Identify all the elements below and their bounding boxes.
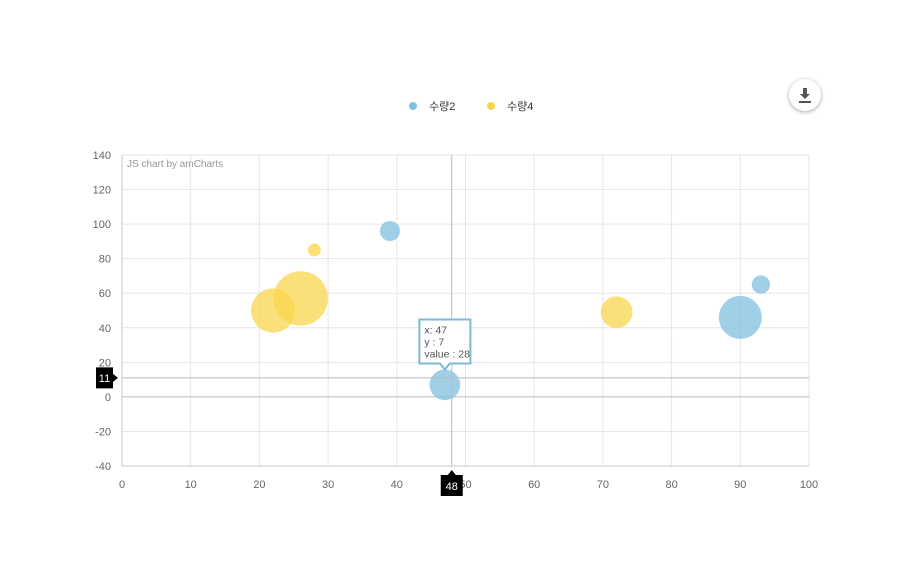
legend-marker[interactable] bbox=[409, 102, 417, 110]
bubble-series2[interactable] bbox=[600, 296, 633, 329]
x-tick-label: 60 bbox=[528, 479, 540, 491]
x-tick-label: 20 bbox=[253, 479, 265, 491]
download-icon bbox=[799, 88, 811, 103]
y-tick-label: 80 bbox=[99, 254, 111, 266]
y-tick-label: 60 bbox=[99, 288, 111, 300]
bubble-series1[interactable] bbox=[429, 369, 461, 401]
x-tick-label: 30 bbox=[322, 479, 334, 491]
bubble-series2[interactable] bbox=[273, 271, 328, 326]
bubble-series1[interactable] bbox=[718, 295, 762, 339]
y-tick-label: -40 bbox=[95, 461, 111, 473]
x-tick-label: 80 bbox=[665, 479, 677, 491]
bubble-series2[interactable] bbox=[307, 243, 321, 257]
tooltip-box bbox=[418, 318, 472, 372]
y-tick-label: 140 bbox=[93, 150, 111, 162]
credit-label: JS chart by amCharts bbox=[127, 159, 223, 170]
tooltip-line: value : 28 bbox=[424, 348, 470, 360]
y-tick-label: 100 bbox=[93, 219, 111, 231]
y-tick-label: -20 bbox=[95, 426, 111, 438]
x-tick-label: 100 bbox=[800, 479, 818, 491]
legend-marker[interactable] bbox=[487, 102, 495, 110]
y-tick-label: 40 bbox=[99, 323, 111, 335]
cursor-x-label: 48 bbox=[446, 481, 458, 493]
cursor-y-label: 11 bbox=[99, 373, 110, 385]
legend-label[interactable]: 수량2 bbox=[429, 100, 455, 113]
tooltip-line: y : 7 bbox=[424, 336, 444, 348]
bubble-series1[interactable] bbox=[379, 220, 400, 242]
x-tick-label: 90 bbox=[734, 479, 746, 491]
x-tick-label: 40 bbox=[391, 479, 403, 491]
y-tick-label: 120 bbox=[93, 185, 111, 197]
x-tick-label: 70 bbox=[597, 479, 609, 491]
cursor-y-label-box bbox=[96, 367, 118, 389]
x-tick-label: 0 bbox=[119, 479, 125, 491]
y-tick-label: 20 bbox=[99, 357, 111, 369]
legend-label[interactable]: 수량4 bbox=[507, 100, 533, 113]
download-button[interactable] bbox=[789, 79, 821, 111]
bubble-series1[interactable] bbox=[751, 275, 771, 294]
cursor-x-label-box bbox=[440, 470, 463, 496]
y-tick-label: 0 bbox=[105, 392, 111, 404]
tooltip-line: x: 47 bbox=[424, 324, 447, 336]
x-tick-label: 10 bbox=[185, 479, 197, 491]
